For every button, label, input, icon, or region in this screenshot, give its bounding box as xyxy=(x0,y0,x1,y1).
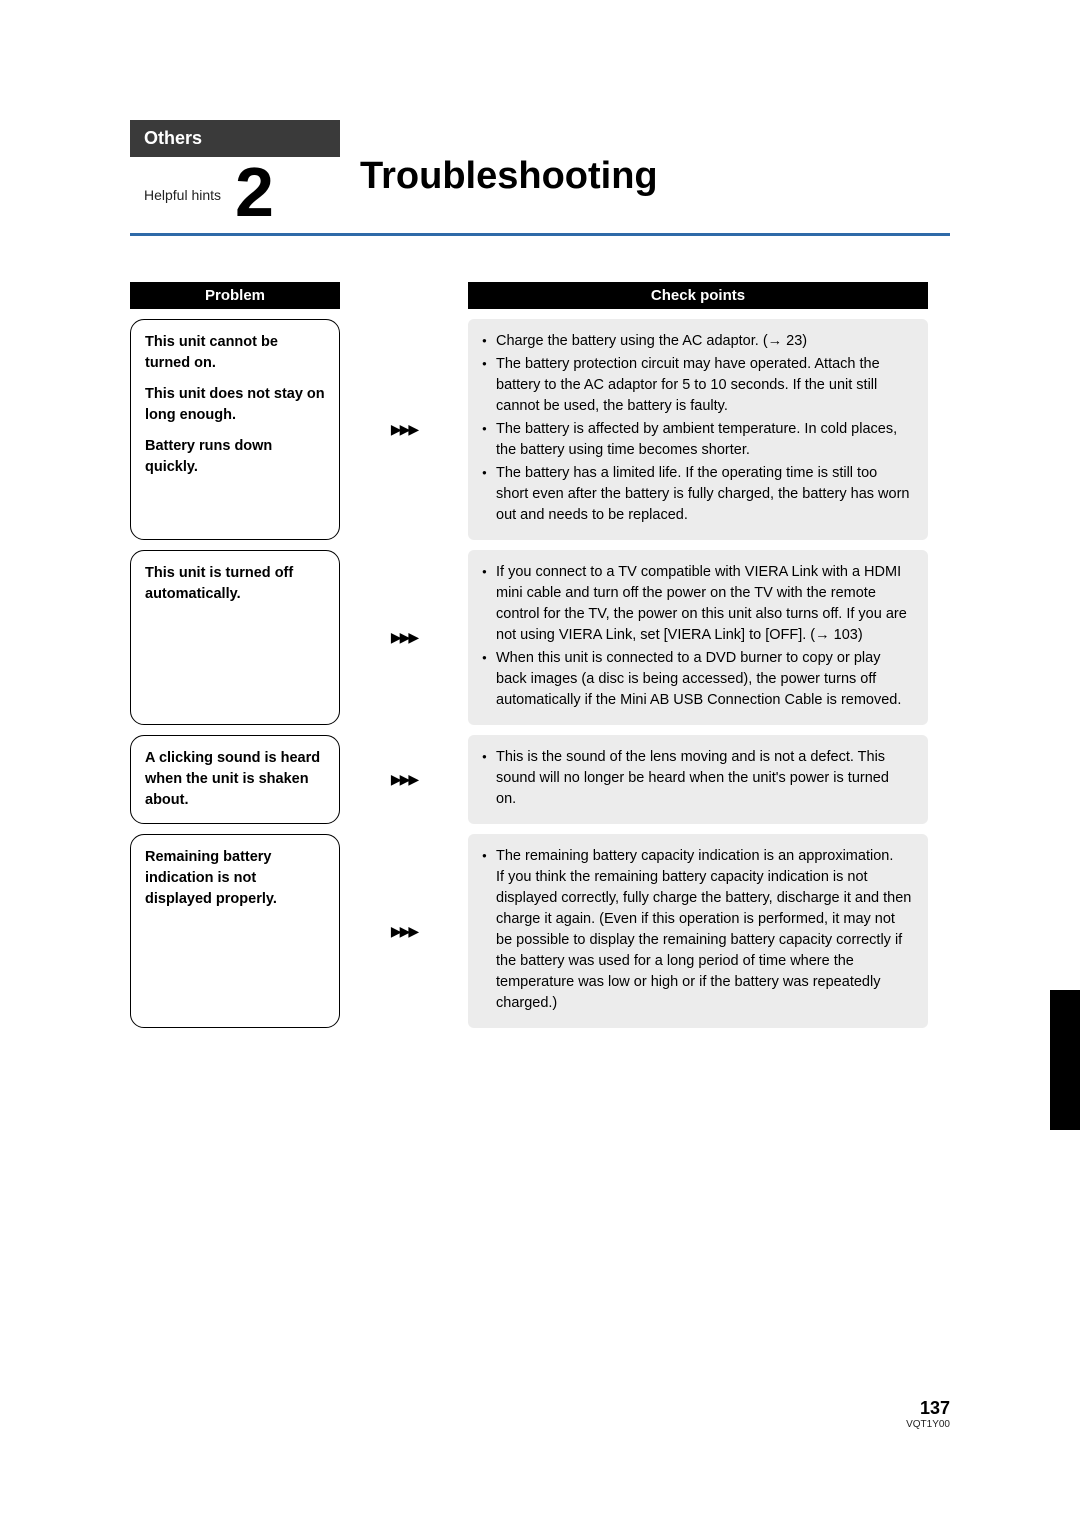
page-footer: 137 VQT1Y00 xyxy=(906,1398,950,1430)
hints-row: Helpful hints 2 xyxy=(130,157,340,233)
problem-cell: A clicking sound is heard when the unit … xyxy=(130,735,340,824)
problem-cell: Remaining battery indication is not disp… xyxy=(130,834,340,1028)
page-header: Others Helpful hints 2 Troubleshooting xyxy=(130,120,950,236)
rows-container: This unit cannot be turned on. This unit … xyxy=(130,319,950,1028)
check-item: The battery has a limited life. If the o… xyxy=(482,463,912,526)
trouble-row: This unit is turned off automatically. ▶▶… xyxy=(130,550,950,725)
column-headers: Problem Check points xyxy=(130,282,950,309)
page-number: 137 xyxy=(906,1398,950,1419)
hint-label: Helpful hints xyxy=(130,187,227,203)
problem-text: Remaining battery indication is not disp… xyxy=(145,847,325,910)
problem-text: This unit is turned off automatically. xyxy=(145,563,325,605)
check-item: Charge the battery using the AC adaptor.… xyxy=(482,331,912,352)
problem-text: Battery runs down quickly. xyxy=(145,436,325,478)
arrow-icon: ▶▶▶ xyxy=(391,923,417,940)
check-item: When this unit is connected to a DVD bur… xyxy=(482,648,912,711)
problem-text: This unit does not stay on long enough. xyxy=(145,384,325,426)
trouble-row: This unit cannot be turned on. This unit … xyxy=(130,319,950,540)
trouble-row: Remaining battery indication is not disp… xyxy=(130,834,950,1028)
header-left-block: Others Helpful hints 2 xyxy=(130,120,340,233)
check-item: The battery protection circuit may have … xyxy=(482,354,912,417)
check-cell: The remaining battery capacity indicatio… xyxy=(468,834,928,1028)
arrow-cell: ▶▶▶ xyxy=(340,735,468,824)
chapter-number: 2 xyxy=(227,157,282,233)
content-area: Problem Check points This unit cannot be… xyxy=(130,282,950,1028)
arrow-cell: ▶▶▶ xyxy=(340,319,468,540)
trouble-row: A clicking sound is heard when the unit … xyxy=(130,735,950,824)
problem-text: This unit cannot be turned on. xyxy=(145,332,325,374)
arrow-icon: ▶▶▶ xyxy=(391,771,417,788)
document-id: VQT1Y00 xyxy=(906,1419,950,1430)
page-title: Troubleshooting xyxy=(360,155,658,198)
manual-page: Others Helpful hints 2 Troubleshooting P… xyxy=(0,0,1080,1028)
check-item: The battery is affected by ambient tempe… xyxy=(482,419,912,461)
arrow-cell: ▶▶▶ xyxy=(340,550,468,725)
arrow-icon: ▶▶▶ xyxy=(391,629,417,646)
check-item: This is the sound of the lens moving and… xyxy=(482,747,912,810)
problem-column-header: Problem xyxy=(130,282,340,309)
problem-cell: This unit cannot be turned on. This unit … xyxy=(130,319,340,540)
check-cell: If you connect to a TV compatible with V… xyxy=(468,550,928,725)
check-column-header: Check points xyxy=(468,282,928,309)
check-item: The remaining battery capacity indicatio… xyxy=(482,846,912,1014)
title-block: Troubleshooting xyxy=(340,120,658,233)
arrow-icon: ▶▶▶ xyxy=(391,421,417,438)
check-cell: Charge the battery using the AC adaptor.… xyxy=(468,319,928,540)
problem-text: A clicking sound is heard when the unit … xyxy=(145,748,325,811)
arrow-cell: ▶▶▶ xyxy=(340,834,468,1028)
check-item: If you connect to a TV compatible with V… xyxy=(482,562,912,646)
problem-cell: This unit is turned off automatically. xyxy=(130,550,340,725)
side-tab xyxy=(1050,990,1080,1130)
category-bar: Others xyxy=(130,120,340,157)
check-cell: This is the sound of the lens moving and… xyxy=(468,735,928,824)
